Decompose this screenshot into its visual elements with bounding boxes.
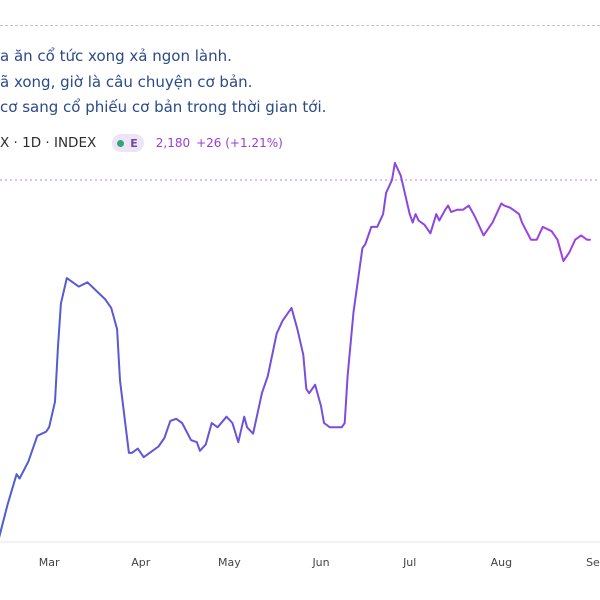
x-tick-label-se: Se xyxy=(586,556,600,569)
price-change: +26 (+1.21%) xyxy=(196,136,283,150)
symbol-label[interactable]: X · 1D · INDEX xyxy=(0,135,97,151)
x-tick-label-apr: Apr xyxy=(131,556,151,569)
market-open-dot-icon xyxy=(117,139,125,147)
x-tick-label-jul: Jul xyxy=(402,556,416,569)
flag-letter: E xyxy=(130,136,138,150)
time-axis: Mar Apr May Jun Jul Aug Se xyxy=(39,556,600,569)
x-tick-label-may: May xyxy=(218,556,241,569)
price-series-line xyxy=(0,161,591,538)
caption-line-2: ã xong, giờ là câu chuyện cơ bản. xyxy=(0,72,253,91)
post-caption: a ăn cổ tức xong xả ngon lành. ã xong, g… xyxy=(0,44,600,121)
x-tick-label-jun: Jun xyxy=(311,556,329,569)
x-tick-label-mar: Mar xyxy=(39,556,60,569)
market-status-flag[interactable]: E xyxy=(112,134,144,152)
caption-line-1: a ăn cổ tức xong xả ngon lành. xyxy=(0,47,232,65)
last-price: 2,180 xyxy=(155,136,191,150)
caption-line-3: cơ sang cổ phiếu cơ bản trong thời gian … xyxy=(0,98,327,116)
chart-legend: X · 1D · INDEX E 2,180 +26 (+1.21%) xyxy=(0,131,283,155)
top-divider xyxy=(0,25,600,26)
x-tick-label-aug: Aug xyxy=(491,556,512,569)
